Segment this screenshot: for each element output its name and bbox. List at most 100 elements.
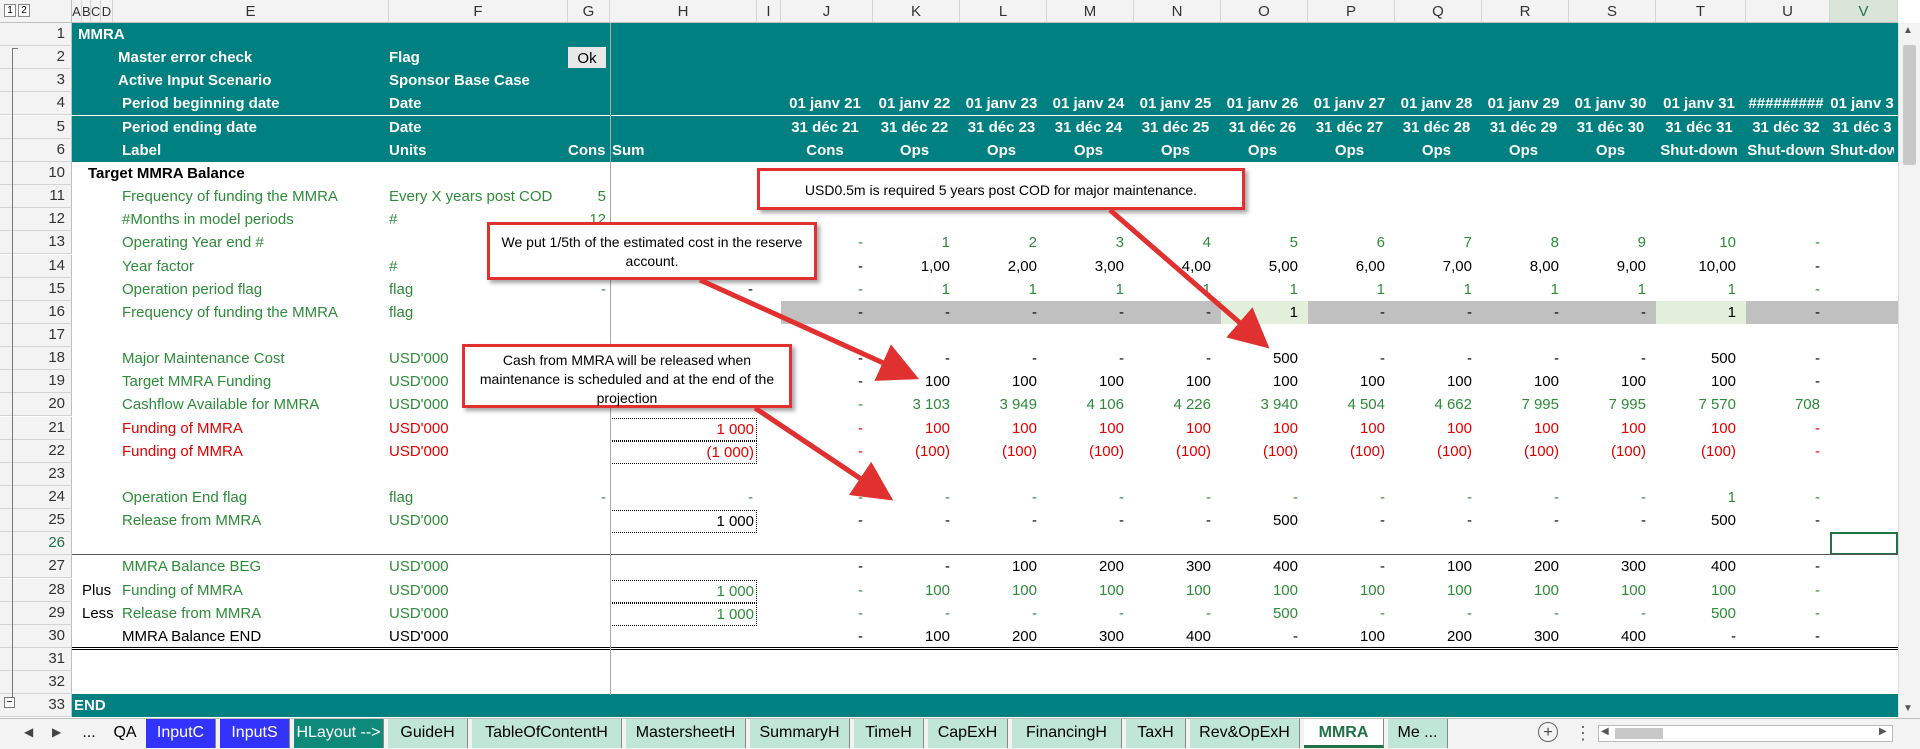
- row-header[interactable]: 31: [0, 648, 72, 671]
- sheet-tab[interactable]: SummaryH: [750, 719, 850, 748]
- sheet-tab[interactable]: HLayout -->: [294, 719, 384, 748]
- row-header[interactable]: 11: [0, 185, 72, 208]
- sheet-tab[interactable]: ...: [82, 724, 96, 741]
- scroll-down-arrow[interactable]: ▼: [1903, 703, 1913, 714]
- row-header[interactable]: 28: [0, 579, 72, 602]
- row-value: 100: [1710, 582, 1736, 599]
- tab-next-icon[interactable]: ▶: [52, 725, 62, 739]
- sheet-tab[interactable]: TableOfContentH: [472, 719, 622, 748]
- row-header[interactable]: 22: [0, 440, 72, 463]
- column-header[interactable]: U: [1746, 0, 1830, 23]
- column-header[interactable]: R: [1482, 0, 1569, 23]
- sheet-tab[interactable]: InputC: [146, 719, 216, 748]
- row-header[interactable]: 12: [0, 208, 72, 231]
- column-header[interactable]: N: [1134, 0, 1221, 23]
- table-row: Frequency of funding the MMRA Every X yea…: [72, 185, 1898, 208]
- tab-prev-icon[interactable]: ◀: [24, 725, 34, 739]
- hscroll-left-arrow[interactable]: ◀: [1601, 726, 1609, 737]
- sheet-tab[interactable]: Rev&OpExH: [1190, 719, 1300, 748]
- sheet-tab[interactable]: TimeH: [854, 719, 924, 748]
- column-header[interactable]: C: [91, 0, 101, 23]
- row-value: 100: [1011, 582, 1037, 599]
- column-header[interactable]: B: [82, 0, 91, 23]
- column-header[interactable]: S: [1569, 0, 1656, 23]
- sheet-tab[interactable]: QA: [113, 724, 137, 741]
- row-header[interactable]: 6: [0, 139, 72, 162]
- sheet-tab[interactable]: GuideH: [388, 719, 468, 748]
- sheet-tab[interactable]: FinancingH: [1012, 719, 1122, 748]
- row-header[interactable]: 16: [0, 301, 72, 324]
- row-header[interactable]: 27: [0, 555, 72, 578]
- row-header[interactable]: 24: [0, 486, 72, 509]
- row-value: 100: [1533, 420, 1559, 437]
- column-header[interactable]: I: [757, 0, 781, 23]
- row-header[interactable]: 23: [0, 463, 72, 486]
- column-header[interactable]: A: [72, 0, 82, 23]
- row-header[interactable]: 5: [0, 116, 72, 139]
- row-value: -: [1815, 420, 1820, 437]
- row-value: -: [1554, 304, 1559, 321]
- row-header[interactable]: 30: [0, 625, 72, 648]
- scroll-up-arrow[interactable]: ▲: [1903, 25, 1913, 36]
- add-sheet-icon[interactable]: +: [1538, 722, 1558, 742]
- column-header[interactable]: T: [1656, 0, 1746, 23]
- row-header[interactable]: 18: [0, 347, 72, 370]
- column-header[interactable]: F: [389, 0, 568, 23]
- row-value: 100: [1011, 420, 1037, 437]
- column-header[interactable]: K: [873, 0, 960, 23]
- outline-level-button[interactable]: 1: [4, 4, 16, 17]
- column-header[interactable]: L: [960, 0, 1047, 23]
- column-header[interactable]: Q: [1395, 0, 1482, 23]
- row-value: 3,00: [1094, 258, 1124, 275]
- column-header[interactable]: H: [610, 0, 757, 23]
- row-header[interactable]: 25: [0, 509, 72, 532]
- row-header[interactable]: 3: [0, 69, 72, 92]
- row-header[interactable]: 32: [0, 671, 72, 694]
- row-header[interactable]: 10: [0, 162, 72, 185]
- row-header[interactable]: 13: [0, 231, 72, 254]
- sheet-options-icon[interactable]: ⋮: [1574, 723, 1592, 743]
- row-header[interactable]: 14: [0, 255, 72, 278]
- row-value: 1: [1115, 281, 1124, 298]
- row-header[interactable]: 20: [0, 393, 72, 416]
- column-header[interactable]: M: [1047, 0, 1134, 23]
- row-number: 15: [48, 280, 65, 297]
- sheet-tab[interactable]: CapExH: [928, 719, 1008, 748]
- sheet-tab[interactable]: InputS: [220, 719, 290, 748]
- outline-collapse-button[interactable]: −: [4, 697, 15, 708]
- sheet-tab[interactable]: MastersheetH: [626, 719, 746, 748]
- row-header[interactable]: 33: [0, 694, 72, 717]
- row-value: -: [858, 582, 863, 599]
- column-header[interactable]: J: [781, 0, 873, 23]
- row-header[interactable]: 15: [0, 278, 72, 301]
- column-header[interactable]: D: [101, 0, 113, 23]
- horizontal-scrollbar[interactable]: ◀ ▶: [1598, 725, 1893, 742]
- row-unit: flag: [389, 489, 414, 506]
- scroll-thumb[interactable]: [1903, 45, 1916, 165]
- period-end-dates: 31 déc 27: [1315, 119, 1384, 136]
- sheet-tab[interactable]: TaxH: [1126, 719, 1186, 748]
- column-header[interactable]: P: [1308, 0, 1395, 23]
- hscroll-right-arrow[interactable]: ▶: [1879, 726, 1887, 737]
- column-header[interactable]: V: [1830, 0, 1898, 23]
- row-header[interactable]: 19: [0, 370, 72, 393]
- column-header[interactable]: E: [113, 0, 389, 23]
- column-header[interactable]: O: [1221, 0, 1308, 23]
- row-value: 1: [1289, 304, 1298, 321]
- hscroll-thumb[interactable]: [1615, 728, 1663, 739]
- sheet-tab[interactable]: MMRA: [1304, 719, 1384, 748]
- column-header[interactable]: G: [568, 0, 610, 23]
- outline-level-button[interactable]: 2: [18, 4, 30, 17]
- row-header[interactable]: 17: [0, 324, 72, 347]
- row-header[interactable]: 29: [0, 602, 72, 625]
- row-header[interactable]: 4: [0, 92, 72, 115]
- sheet-tab[interactable]: Me ...: [1388, 719, 1448, 748]
- row-header[interactable]: 2: [0, 46, 72, 69]
- row-header[interactable]: 21: [0, 417, 72, 440]
- row-header[interactable]: 1: [0, 23, 72, 46]
- row-header[interactable]: 26: [0, 532, 72, 555]
- vertical-scrollbar[interactable]: ▲ ▼: [1898, 23, 1920, 718]
- header-row-3: Active Input Scenario Sponsor Base Case: [72, 69, 1898, 92]
